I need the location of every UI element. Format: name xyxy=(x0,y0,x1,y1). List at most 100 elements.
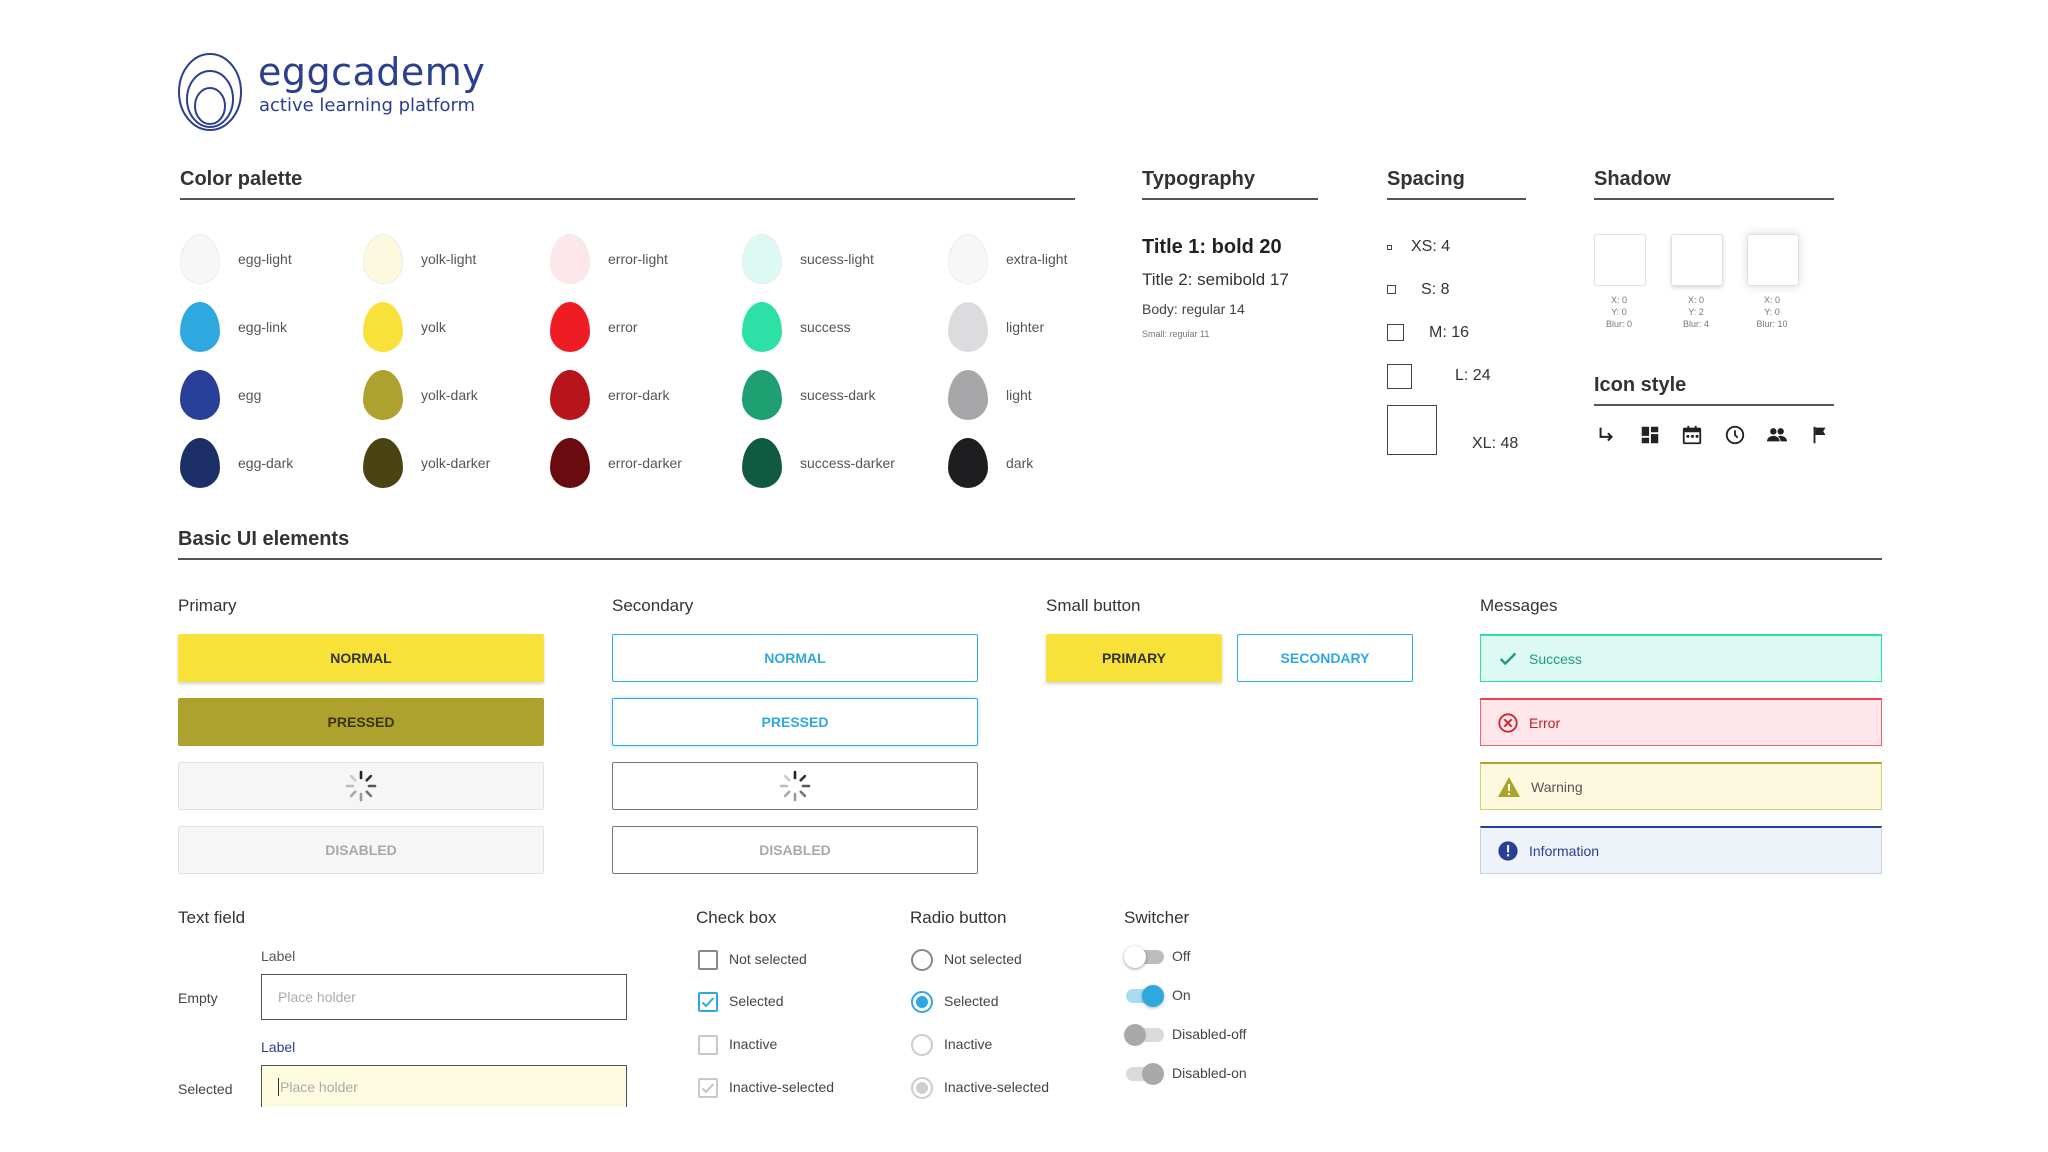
checkbox-heading: Check box xyxy=(696,908,777,927)
color-swatch-label: dark xyxy=(1006,455,1034,471)
small-primary-button[interactable]: PRIMARY xyxy=(1046,634,1222,682)
color-swatch-egg xyxy=(742,438,782,488)
brand-tagline: active learning platform xyxy=(259,95,476,116)
radio-dot xyxy=(916,1082,928,1094)
divider xyxy=(1142,198,1318,200)
radio-dot xyxy=(916,996,928,1008)
color-swatch-label: error-light xyxy=(608,251,668,267)
warning-triangle-icon xyxy=(1498,776,1520,797)
spacing-m-label: M: 16 xyxy=(1429,324,1470,341)
warning-message: Warning xyxy=(1480,762,1882,810)
radio-label: Inactive xyxy=(944,1036,993,1052)
checkbox-label: Inactive xyxy=(729,1036,778,1052)
primary-disabled-button[interactable]: DISABLED xyxy=(178,826,544,874)
radio-inactive-selected[interactable] xyxy=(911,1077,933,1099)
secondary-normal-button[interactable]: NORMAL xyxy=(612,634,978,682)
radio-selected[interactable] xyxy=(911,991,933,1013)
color-swatch-label: egg xyxy=(238,387,262,403)
basic-ui-heading: Basic UI elements xyxy=(178,528,350,550)
shadow-value-label: Blur: 0 xyxy=(1605,319,1632,329)
spacing-heading: Spacing xyxy=(1387,168,1465,190)
switch-knob xyxy=(1124,946,1146,968)
spacing-l-swatch xyxy=(1387,364,1412,389)
error-message-text: Error xyxy=(1529,714,1561,731)
switch-knob xyxy=(1124,1024,1146,1046)
checkbox-inactive-selected[interactable] xyxy=(698,1078,718,1098)
shadow-value-label: Y: 0 xyxy=(1611,307,1627,317)
color-palette-heading: Color palette xyxy=(180,168,303,190)
color-swatch-label: yolk-darker xyxy=(421,455,491,471)
loading-spinner-icon xyxy=(345,770,377,802)
typography-body: Body: regular 14 xyxy=(1142,301,1245,317)
color-swatch-egg xyxy=(742,302,782,352)
text-field-heading: Text field xyxy=(178,908,246,927)
check-icon xyxy=(1499,652,1517,665)
secondary-pressed-button[interactable]: PRESSED xyxy=(612,698,978,746)
divider xyxy=(178,558,1882,560)
text-field-label-selected: Label xyxy=(261,1039,296,1055)
shadow-value-label: Y: 0 xyxy=(1764,307,1780,317)
spacing-xl-swatch xyxy=(1387,405,1437,455)
secondary-disabled-button[interactable]: DISABLED xyxy=(612,826,978,874)
color-swatch-label: yolk-light xyxy=(421,251,477,267)
color-swatch-egg xyxy=(550,302,590,352)
secondary-loading-button[interactable] xyxy=(612,762,978,810)
text-field-selected[interactable]: Place holder xyxy=(261,1065,627,1107)
check-icon xyxy=(701,1083,715,1094)
color-swatch-label: error xyxy=(608,319,638,335)
shadow-value-label: X: 0 xyxy=(1763,295,1780,305)
messages-heading: Messages xyxy=(1480,596,1558,615)
shadow-sample-box xyxy=(1671,234,1723,286)
shadow-heading: Shadow xyxy=(1594,168,1671,190)
spacing-s-label: S: 8 xyxy=(1421,281,1450,298)
typography-title1: Title 1: bold 20 xyxy=(1142,236,1282,258)
shadow-sample-box xyxy=(1747,234,1799,286)
spacing-s-swatch xyxy=(1387,285,1396,294)
color-swatch-egg xyxy=(363,302,403,352)
success-message: Success xyxy=(1480,634,1882,682)
small-secondary-button[interactable]: SECONDARY xyxy=(1237,634,1413,682)
color-swatch-egg xyxy=(550,370,590,420)
radio-not-selected[interactable] xyxy=(911,949,933,971)
color-swatch-label: extra-light xyxy=(1006,251,1068,267)
checkbox-not-selected[interactable] xyxy=(698,950,718,970)
color-swatch-egg xyxy=(180,370,220,420)
radio-inactive[interactable] xyxy=(911,1034,933,1056)
checkbox-inactive[interactable] xyxy=(698,1035,718,1055)
shadow-value-label: X: 0 xyxy=(1687,295,1704,305)
color-swatch-label: sucess-dark xyxy=(800,387,876,403)
flag-icon xyxy=(1813,426,1826,444)
divider xyxy=(180,198,1075,200)
shadow-sample-box xyxy=(1594,234,1646,286)
color-swatch-label: sucess-light xyxy=(800,251,874,267)
warning-message-text: Warning xyxy=(1531,778,1583,795)
text-field-selected-placeholder: Place holder xyxy=(280,1078,358,1095)
loading-spinner-icon xyxy=(779,770,811,802)
color-swatch-egg xyxy=(948,438,988,488)
color-swatch-label: yolk-dark xyxy=(421,387,478,403)
switch-label: Disabled-on xyxy=(1172,1065,1247,1081)
error-message: Error xyxy=(1480,698,1882,746)
color-swatch-label: error-darker xyxy=(608,455,682,471)
spacing-xs-swatch xyxy=(1387,245,1392,250)
color-swatch-egg xyxy=(948,302,988,352)
primary-pressed-button[interactable]: PRESSED xyxy=(178,698,544,746)
color-swatch-egg xyxy=(742,234,782,284)
switch-label: On xyxy=(1172,987,1191,1003)
checkbox-label: Selected xyxy=(729,993,784,1009)
switcher-heading: Switcher xyxy=(1124,908,1190,927)
checkbox-selected[interactable] xyxy=(698,992,718,1012)
color-swatch-label: error-dark xyxy=(608,387,670,403)
text-field-empty-row-label: Empty xyxy=(178,990,218,1006)
primary-loading-button[interactable] xyxy=(178,762,544,810)
text-field-empty[interactable]: Place holder xyxy=(261,974,627,1020)
text-cursor xyxy=(278,1077,279,1096)
subdirectory-arrow-icon xyxy=(1599,427,1614,442)
color-swatch-label: lighter xyxy=(1006,319,1045,335)
checkbox-label: Not selected xyxy=(729,951,807,967)
switch-knob xyxy=(1142,985,1164,1007)
color-swatch-label: light xyxy=(1006,387,1032,403)
primary-normal-button[interactable]: NORMAL xyxy=(178,634,544,682)
color-swatch-egg xyxy=(948,234,988,284)
color-swatch-egg xyxy=(180,234,220,284)
